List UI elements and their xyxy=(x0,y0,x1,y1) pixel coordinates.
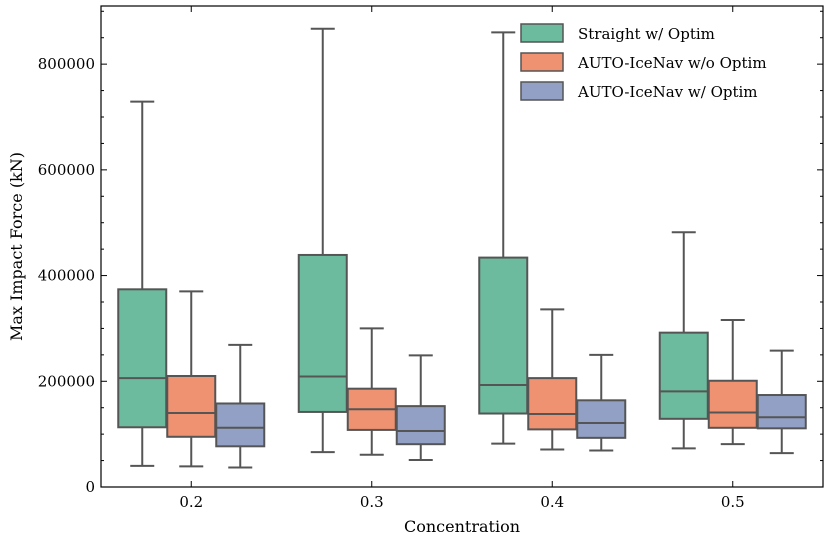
interquartile-box xyxy=(395,405,446,446)
legend-item-2: AUTO-IceNav w/o Optim xyxy=(520,52,767,72)
box-0.2-series-3 xyxy=(215,343,266,469)
y-tick-label: 200000 xyxy=(38,372,95,390)
box-0.3-series-3 xyxy=(395,354,446,462)
legend-swatch xyxy=(520,52,564,72)
legend-label: AUTO-IceNav w/ Optim xyxy=(577,83,758,101)
x-tick-label: 0.4 xyxy=(540,493,564,511)
interquartile-box xyxy=(756,394,807,430)
legend-swatch xyxy=(520,23,564,43)
box-0.4-series-1 xyxy=(478,31,529,445)
interquartile-box xyxy=(527,377,578,431)
x-tick-label: 0.2 xyxy=(179,493,203,511)
plot-area xyxy=(117,27,807,469)
box-0.5-series-1 xyxy=(658,231,709,450)
legend-swatch xyxy=(520,81,564,101)
y-tick-label: 600000 xyxy=(38,161,95,179)
plot-border xyxy=(100,5,824,488)
interquartile-box xyxy=(297,253,348,413)
x-axis-title: Concentration xyxy=(404,517,520,536)
legend-label: Straight w/ Optim xyxy=(578,25,715,43)
interquartile-box xyxy=(707,379,758,429)
box-0.4-series-2 xyxy=(527,308,578,451)
x-tick-label: 0.5 xyxy=(721,493,745,511)
box-0.4-series-3 xyxy=(576,353,627,452)
y-tick-label: 0 xyxy=(85,478,95,496)
interquartile-box xyxy=(658,331,709,420)
legend-item-1: Straight w/ Optim xyxy=(520,23,715,43)
legend-item-3: AUTO-IceNav w/ Optim xyxy=(520,81,758,101)
y-tick-label: 400000 xyxy=(38,267,95,285)
legend: Straight w/ Optim AUTO-IceNav w/o Optim AU… xyxy=(520,23,767,101)
x-tick-label: 0.3 xyxy=(360,493,384,511)
axes-frame xyxy=(100,5,824,488)
y-tick-label: 800000 xyxy=(38,55,95,73)
x-axis-ticks: 0.2 0.3 0.4 0.5 xyxy=(179,6,745,511)
y-axis-ticks: 0 200000 400000 600000 800000 xyxy=(38,10,823,496)
box-0.2-series-2 xyxy=(166,290,217,468)
box-0.5-series-3 xyxy=(756,349,807,455)
box-0.3-series-2 xyxy=(346,327,397,456)
interquartile-box xyxy=(576,399,627,439)
legend-label: AUTO-IceNav w/o Optim xyxy=(577,54,767,72)
y-axis-title: Max Impact Force (kN) xyxy=(7,152,26,341)
interquartile-box xyxy=(166,375,217,438)
box-0.2-series-1 xyxy=(117,100,168,467)
interquartile-box xyxy=(478,256,529,415)
interquartile-box xyxy=(117,288,168,429)
box-0.3-series-1 xyxy=(297,27,348,454)
interquartile-box xyxy=(215,402,266,448)
box-0.5-series-2 xyxy=(707,318,758,446)
